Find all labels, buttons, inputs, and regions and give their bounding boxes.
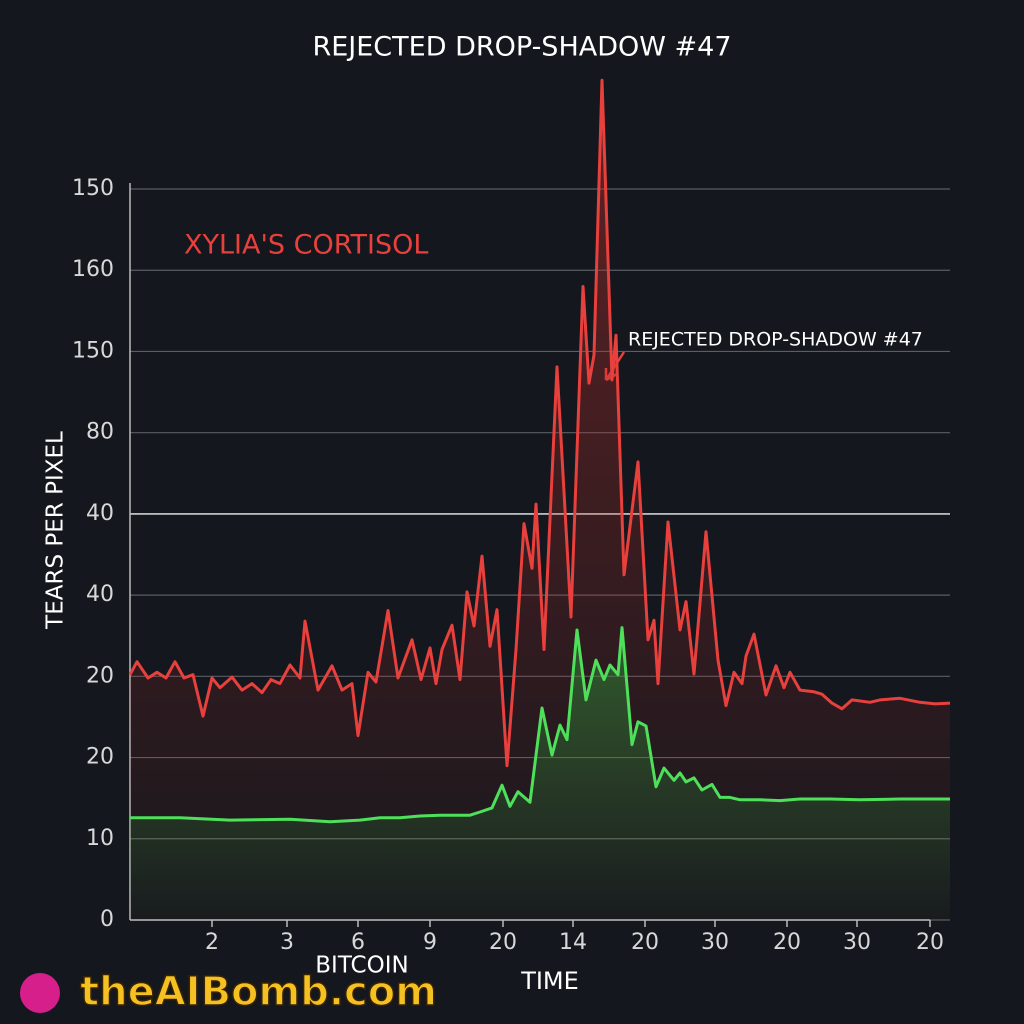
y-tick-label: 80 xyxy=(86,420,114,445)
series-line xyxy=(128,78,951,768)
x-axis-label: TIME xyxy=(520,967,579,995)
y-tick-label: 20 xyxy=(86,663,114,688)
plot-area: 0 10 20 20 40 40 80 150 160 150 2 3 6 9 20 14 20 30 20 30 20 xyxy=(72,78,951,955)
y-tick-label: 10 xyxy=(86,826,114,851)
x-tick-label: 6 xyxy=(351,930,365,955)
y-tick-label: 160 xyxy=(72,257,114,282)
y-tick-label: 40 xyxy=(86,582,114,607)
y-tick-label: 20 xyxy=(86,745,114,770)
series-area xyxy=(130,627,950,920)
x-tick-label: 9 xyxy=(423,930,437,955)
x-tick-label: 20 xyxy=(773,930,801,955)
x-tick-label: 20 xyxy=(631,930,659,955)
x-tick-label: 20 xyxy=(916,930,944,955)
chart-title: REJECTED DROP-SHADOW #47 xyxy=(312,32,731,63)
logo-icon xyxy=(20,973,60,1013)
y-axis-label: TEARS PER PIXEL xyxy=(43,431,69,630)
series-label: XYLIA'S CORTISOL xyxy=(184,230,428,261)
x-tick-label: 3 xyxy=(280,930,294,955)
x-tick-label: 14 xyxy=(559,930,587,955)
x-axis-sublabel: BITCOIN xyxy=(315,953,408,979)
annotation: REJECTED DROP-SHADOW #47 xyxy=(628,329,923,351)
x-tick-label: 20 xyxy=(489,930,517,955)
series-line xyxy=(130,626,950,824)
y-tick-label: 150 xyxy=(72,338,114,363)
x-tick-label: 30 xyxy=(701,930,729,955)
series-area xyxy=(130,80,950,920)
watermark: theAIBomb.com xyxy=(80,969,437,1015)
y-tick-label: 0 xyxy=(100,907,114,932)
x-tick-label: 2 xyxy=(205,930,219,955)
y-tick-label: 150 xyxy=(72,176,114,201)
y-tick-label: 40 xyxy=(86,501,114,526)
x-tick-label: 30 xyxy=(843,930,871,955)
